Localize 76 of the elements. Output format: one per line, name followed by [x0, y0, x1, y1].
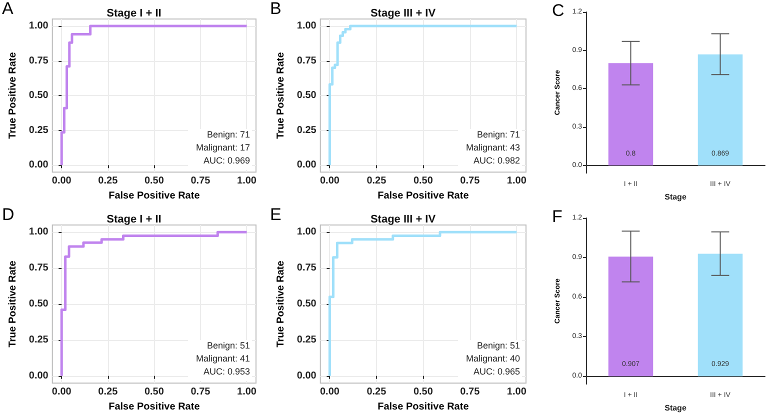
annotation: AUC: 0.982 — [473, 156, 520, 166]
text: C — [552, 1, 564, 20]
x-axis-title: Stage — [664, 404, 687, 412]
line-series — [328, 24, 518, 166]
x-axis-title: Stage — [664, 192, 687, 202]
y-tick-label: 0.75 — [296, 55, 317, 66]
y-tick-label: 1.00 — [296, 226, 317, 238]
line-series — [60, 24, 248, 166]
x-axis-title: False Positive Rate — [378, 402, 470, 412]
y-axis-title: True Positive Rate — [276, 52, 286, 139]
x-axis-title: False Positive Rate — [108, 402, 200, 412]
y-tick-label: 0.75 — [296, 262, 317, 274]
x-tick-label: 0.50 — [413, 176, 434, 187]
line-series — [60, 230, 248, 378]
annotation: Malignant: 43 — [466, 142, 520, 152]
x-tick-label: 1.00 — [506, 386, 527, 398]
y-tick-label: 1.00 — [296, 20, 317, 32]
annotation: Malignant: 41 — [196, 354, 250, 364]
chart-title: Stage III + IV — [370, 8, 436, 20]
text: F — [552, 207, 562, 226]
y-tick-label: 0.75 — [28, 262, 49, 274]
y-tick-label: 1.00 — [28, 20, 49, 32]
y-tick-label: 0.00 — [296, 160, 317, 171]
text: B — [270, 0, 282, 18]
x-tick-label: 0.50 — [144, 176, 164, 187]
x-tick-label: 0.00 — [320, 386, 340, 398]
text: D — [2, 205, 14, 224]
x-tick-label: 0.50 — [144, 386, 164, 398]
y-tick-label: 1.00 — [28, 226, 49, 238]
x-tick-label: 0.00 — [52, 386, 72, 398]
x-tick-label: 1.00 — [237, 176, 257, 187]
x-tick-label: 0.00 — [52, 176, 72, 187]
annotation: Malignant: 40 — [466, 354, 520, 364]
x-tick-label: 1.00 — [506, 176, 527, 187]
y-axis-title: True Positive Rate — [8, 52, 18, 139]
x-tick-label: 0.25 — [366, 386, 387, 398]
annotation: Benign: 51 — [476, 340, 520, 350]
y-tick-label: 0.75 — [28, 55, 49, 66]
y-tick-label: 0.50 — [28, 90, 49, 102]
annotation: AUC: 0.953 — [203, 366, 250, 376]
annotation: Benign: 51 — [206, 340, 250, 350]
x-tick-label: 0.75 — [460, 386, 480, 398]
line-series — [328, 230, 518, 378]
y-tick-label: 0.00 — [296, 370, 317, 382]
x-axis-title: False Positive Rate — [378, 190, 470, 202]
annotation: Malignant: 17 — [196, 142, 250, 152]
x-tick-label: 0.25 — [98, 386, 118, 398]
text: A — [2, 0, 14, 18]
y-tick-label: 0.00 — [28, 370, 49, 382]
annotation: AUC: 0.965 — [473, 366, 520, 376]
text: E — [270, 205, 282, 224]
chart-title: Stage III + IV — [370, 214, 436, 226]
annotation: Benign: 71 — [206, 130, 250, 140]
x-tick-label: 0.00 — [320, 176, 340, 187]
y-tick-label: 0.50 — [28, 298, 49, 310]
y-tick-label: 0.50 — [296, 90, 317, 102]
y-axis-title: True Positive Rate — [276, 260, 286, 348]
y-tick-label: 0.25 — [296, 334, 317, 346]
x-tick-label: 0.25 — [98, 176, 118, 187]
x-tick-label: 0.75 — [190, 176, 211, 187]
chart-title: Stage I + II — [106, 8, 162, 20]
chart-title: Stage I + II — [106, 214, 162, 226]
y-axis-title: True Positive Rate — [8, 260, 18, 348]
x-tick-label: 0.75 — [460, 176, 480, 187]
x-tick-label: 1.00 — [237, 386, 257, 398]
y-tick-label: 0.25 — [28, 334, 49, 346]
annotation: Benign: 71 — [476, 130, 520, 140]
y-tick-label: 0.25 — [296, 124, 317, 136]
y-tick-label: 0.50 — [296, 298, 317, 310]
x-tick-label: 0.50 — [413, 386, 434, 398]
y-tick-label: 0.00 — [28, 160, 49, 171]
y-tick-label: 0.25 — [28, 124, 49, 136]
x-tick-label: 0.75 — [190, 386, 211, 398]
annotation: AUC: 0.969 — [203, 156, 250, 166]
x-axis-title: False Positive Rate — [108, 190, 200, 202]
x-tick-label: 0.25 — [366, 176, 387, 187]
